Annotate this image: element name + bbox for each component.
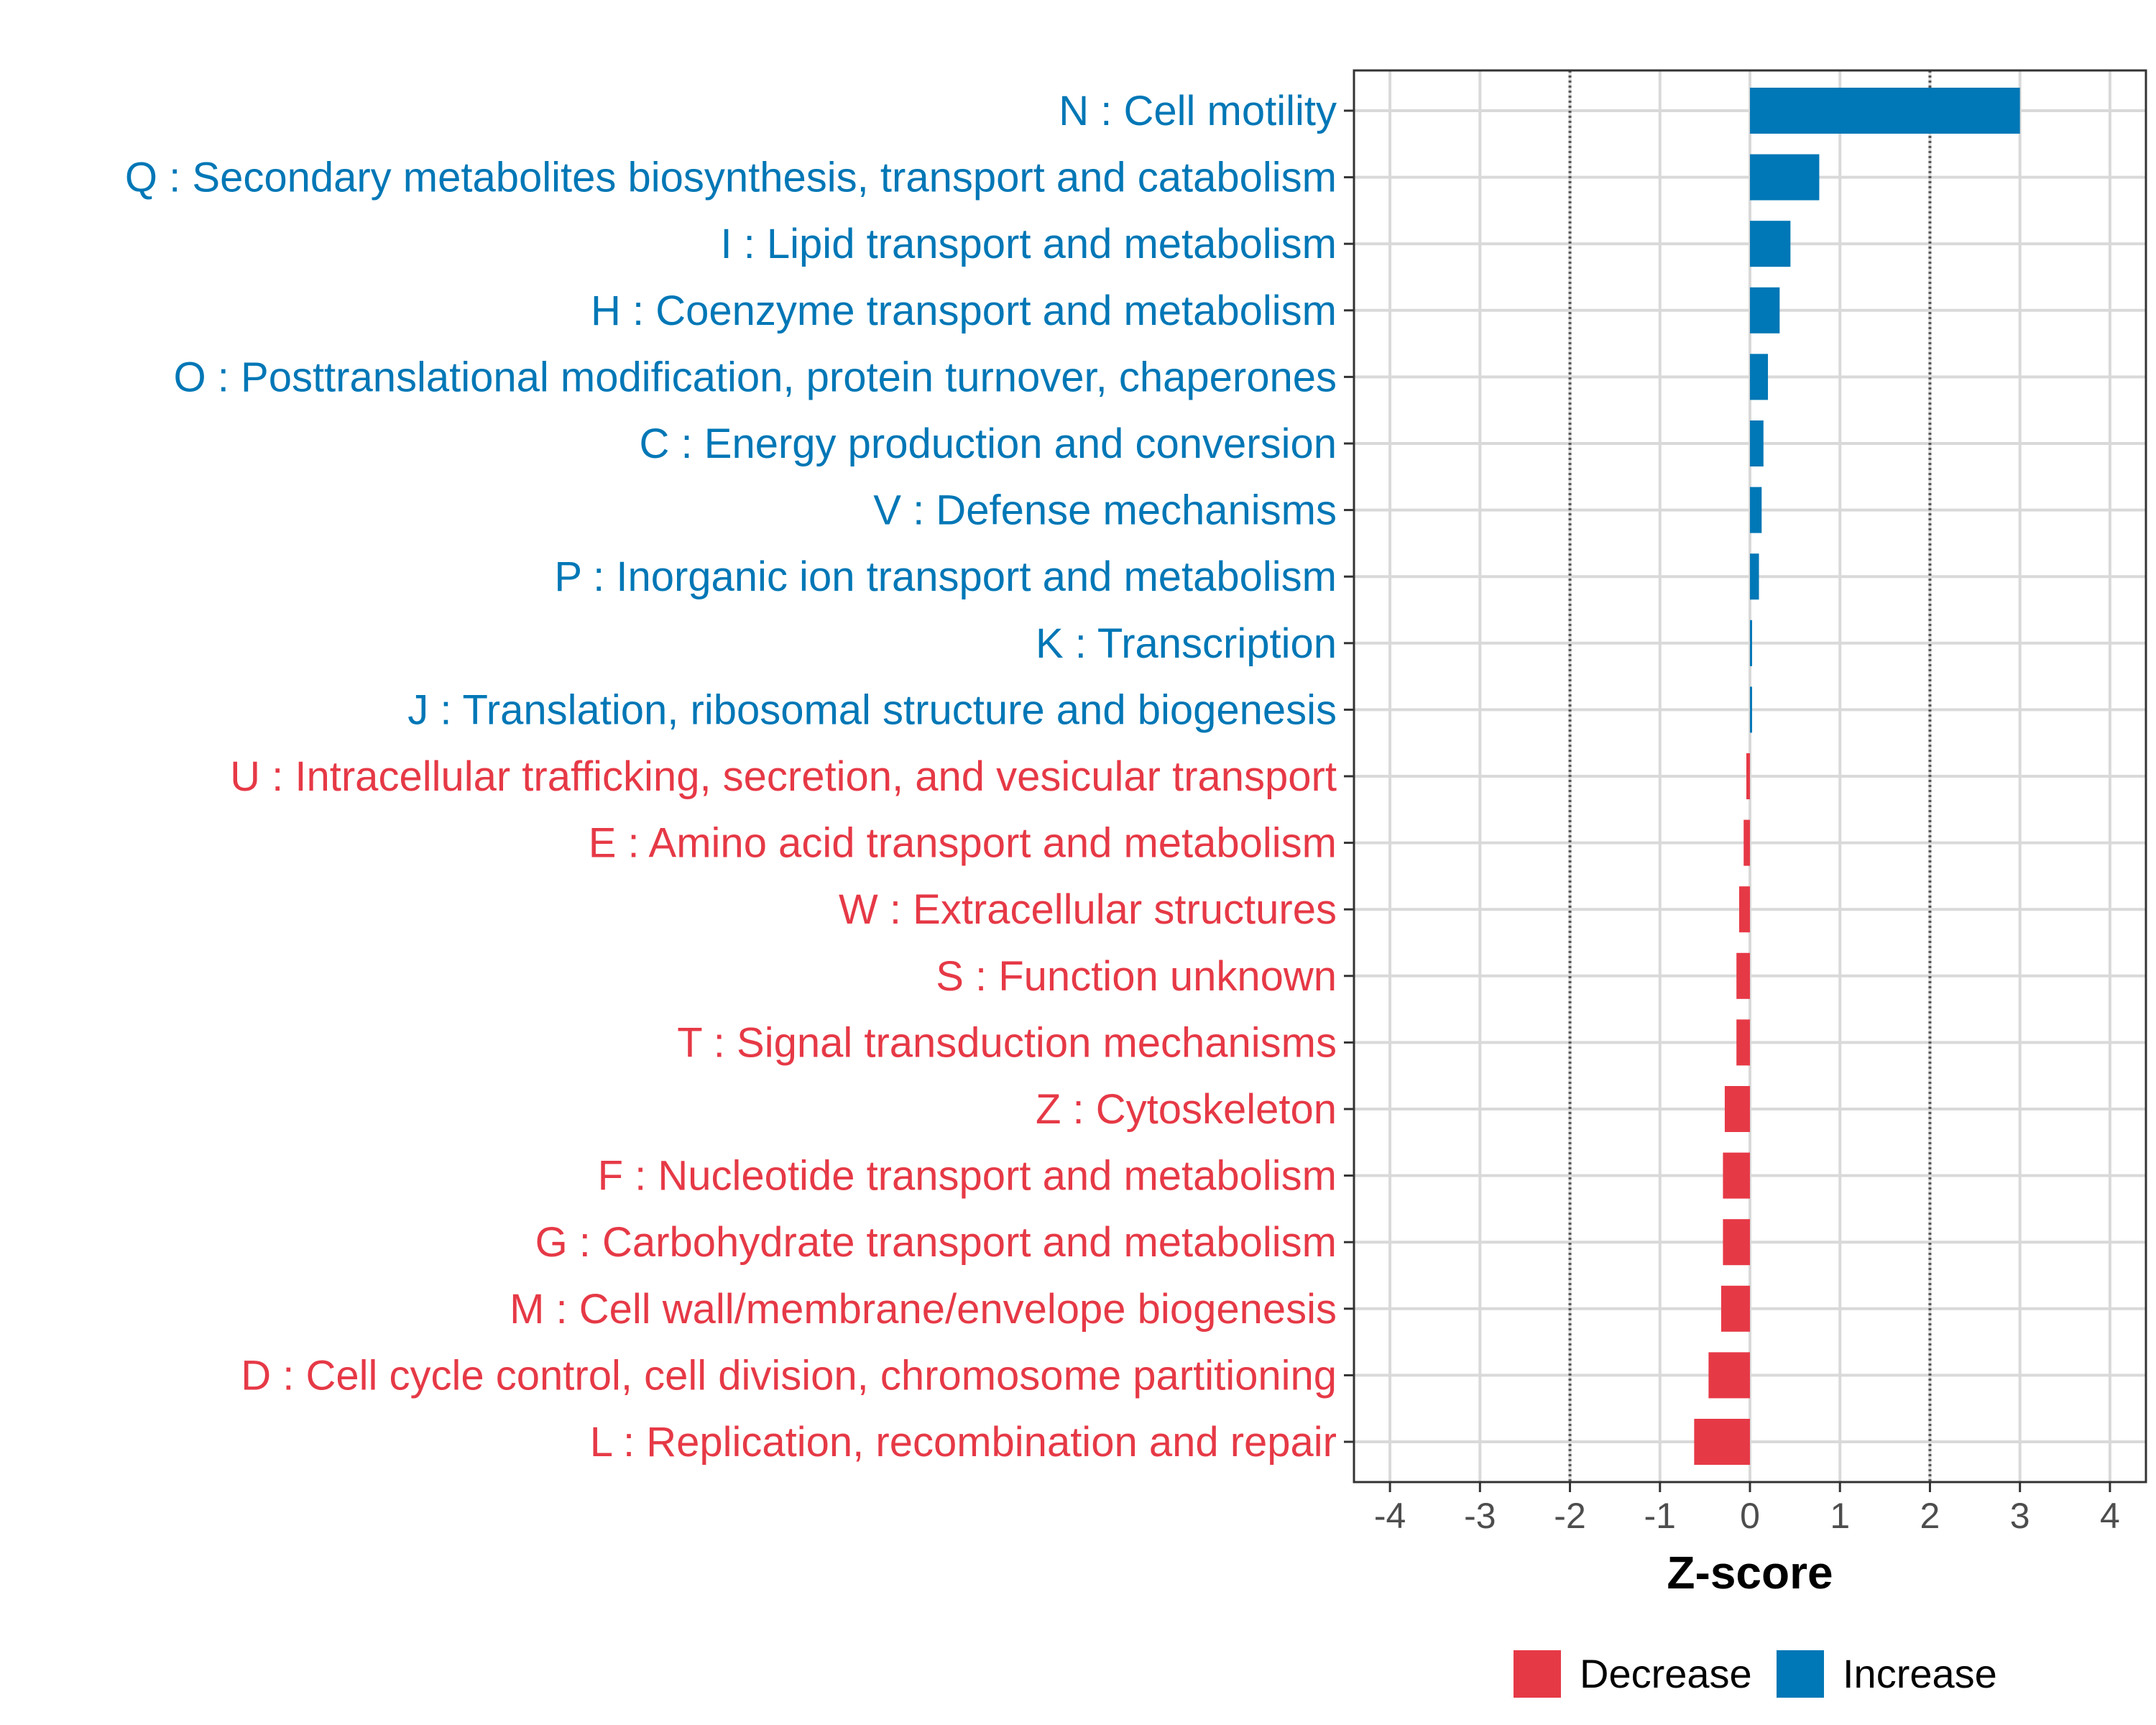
reference-lines	[1568, 70, 1932, 1482]
bar	[1750, 420, 1764, 466]
x-tick-label: 2	[1920, 1496, 1940, 1536]
y-tick-label: V : Defense mechanisms	[873, 487, 1337, 534]
x-tick-label: -4	[1374, 1496, 1406, 1536]
y-tick-label: H : Coenzyme transport and metabolism	[591, 288, 1337, 334]
y-tick-label: S : Function unknown	[936, 953, 1337, 1000]
y-tick-label: U : Intracellular trafficking, secretion…	[230, 753, 1337, 800]
y-tick-label: J : Translation, ribosomal structure and…	[407, 686, 1337, 733]
bar	[1750, 487, 1762, 533]
x-tick-label: 3	[2010, 1496, 2030, 1536]
bar	[1750, 686, 1752, 733]
y-tick-label: O : Posttranslational modification, prot…	[174, 354, 1337, 400]
legend-label: Increase	[1843, 1651, 1997, 1696]
y-tick-label: I : Lipid transport and metabolism	[720, 221, 1337, 267]
y-tick-label: E : Amino acid transport and metabolism	[589, 820, 1337, 867]
legend-swatch	[1777, 1650, 1824, 1698]
y-tick-label: W : Extracellular structures	[839, 886, 1337, 933]
y-axis: N : Cell motility Q : Secondary metabolit…	[125, 88, 1354, 1466]
bar	[1694, 1419, 1750, 1465]
bar	[1720, 1285, 1750, 1332]
x-tick-label: -3	[1464, 1496, 1496, 1536]
x-tick-label: 0	[1740, 1496, 1760, 1536]
bar	[1750, 221, 1791, 267]
y-tick-label: K : Transcription	[1036, 620, 1337, 667]
y-tick-label: D : Cell cycle control, cell division, c…	[241, 1352, 1337, 1399]
bar	[1750, 287, 1780, 334]
y-tick-label: G : Carbohydrate transport and metabolis…	[535, 1219, 1337, 1266]
bar	[1724, 1086, 1750, 1132]
y-tick-label: P : Inorganic ion transport and metaboli…	[554, 553, 1337, 600]
bar	[1750, 154, 1820, 201]
y-tick-label: Z : Cytoskeleton	[1036, 1086, 1337, 1133]
legend: Decrease Increase	[1514, 1650, 1997, 1698]
bar	[1750, 88, 2020, 134]
y-tick-label: N : Cell motility	[1059, 88, 1337, 134]
bar	[1750, 354, 1769, 400]
x-tick-label: 4	[2100, 1496, 2120, 1536]
x-axis-title: Z-score	[1667, 1547, 1833, 1598]
x-axis: -4 -3 -2 -1 0 1 2 3 4	[1374, 1482, 2120, 1536]
x-tick-label: 1	[1830, 1496, 1850, 1536]
y-tick-label: L : Replication, recombination and repai…	[590, 1419, 1337, 1466]
y-tick-label: C : Energy production and conversion	[640, 420, 1337, 467]
bar	[1743, 819, 1750, 866]
bar	[1746, 753, 1750, 799]
y-tick-label: F : Nucleotide transport and metabolism	[598, 1153, 1337, 1200]
x-tick-label: -2	[1554, 1496, 1585, 1536]
bar	[1723, 1152, 1750, 1199]
y-tick-label: M : Cell wall/membrane/envelope biogenes…	[510, 1286, 1337, 1333]
x-tick-label: -1	[1644, 1496, 1676, 1536]
y-tick-label: Q : Secondary metabolites biosynthesis, …	[125, 155, 1337, 201]
bar	[1750, 620, 1752, 666]
legend-swatch	[1514, 1650, 1561, 1698]
bar	[1723, 1219, 1750, 1266]
bar	[1708, 1352, 1750, 1399]
legend-label: Decrease	[1580, 1651, 1752, 1696]
bars	[1694, 88, 2020, 1465]
bar	[1738, 886, 1750, 933]
bar	[1736, 952, 1750, 999]
y-tick-label: T : Signal transduction mechanisms	[677, 1019, 1337, 1066]
bar	[1736, 1019, 1750, 1066]
bar	[1750, 553, 1759, 600]
